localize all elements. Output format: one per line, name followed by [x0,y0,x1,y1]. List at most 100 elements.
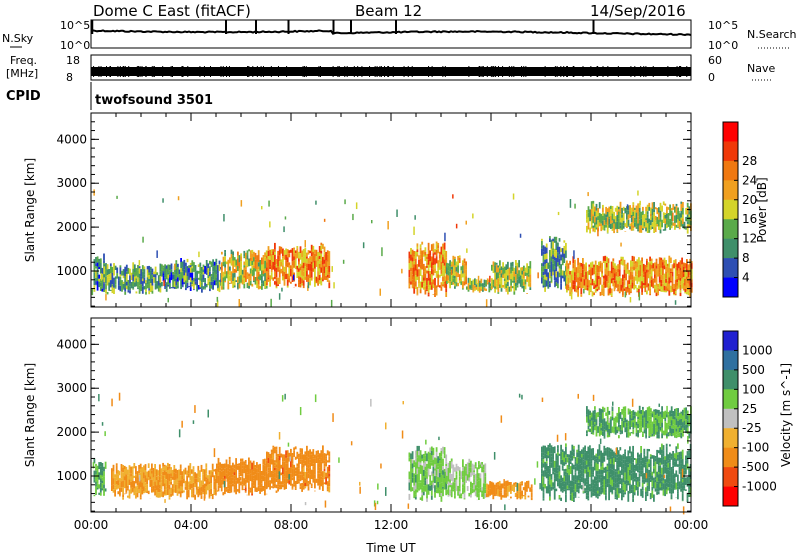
time-tick-label: 12:00 [374,518,409,532]
echo-region [446,255,467,290]
scatter-echo [637,190,639,196]
scatter-echo [355,202,358,210]
scatter-echo [278,293,281,300]
scatter-echo [162,198,164,203]
colorbar-tick-label: -25 [742,421,762,435]
colorbar-tick-label: 25 [742,402,757,416]
scatter-echo [608,417,610,423]
scatter-echo [618,413,620,422]
freq-trace [91,66,691,77]
echo-region [221,249,268,290]
scatter-echo [100,273,103,281]
scatter-echo [101,422,104,426]
scatter-echo [620,242,622,247]
velocity-echoes [92,392,692,515]
scatter-echo [315,200,317,205]
colorbar-segment [723,350,738,371]
scatter-echo [574,203,576,209]
scatter-echo [214,482,216,490]
scatter-echo [612,401,614,406]
scatter-echo [272,454,274,460]
scatter-echo [444,471,446,478]
scatter-echo [350,441,353,446]
scatter-echo [165,268,168,274]
colorbar-tick-label: 500 [742,363,765,377]
scatter-echo [466,248,468,253]
scatter-echo [518,393,521,398]
scatter-echo [226,475,228,482]
scatter-echo [289,456,291,462]
scatter-echo [638,292,641,301]
scatter-echo [164,499,166,503]
scatter-echo [174,263,176,271]
colorbar-segment [723,141,738,162]
scatter-echo [284,216,287,220]
colorbar-tick-label: -100 [742,441,769,455]
scatter-echo [239,477,242,481]
colorbar-segment [723,122,738,142]
scatter-echo [554,280,556,288]
echo-region [466,277,492,293]
scatter-echo [156,250,158,258]
nave-tick-top: 60 [708,54,722,67]
range-tick-label: 1000 [56,264,87,278]
echo-region [541,236,567,292]
scatter-echo [283,226,285,233]
scatter-echo [323,218,326,222]
scatter-echo [192,420,195,424]
echo-region [408,445,448,502]
scatter-echo [674,300,677,305]
colorbar-tick-label: 12 [742,232,757,246]
scatter-echo [203,496,206,501]
colorbar-tick-label: 28 [742,154,757,168]
scatter-echo [493,452,496,460]
power-echoes [91,189,693,308]
scatter-echo [371,220,373,224]
scatter-echo [556,434,559,442]
echo-region [446,458,487,501]
scatter-echo [401,430,404,439]
scatter-echo [512,193,515,200]
scatter-echo [98,394,100,402]
scatter-echo [373,500,376,507]
time-tick-label: 00:00 [674,518,709,532]
scatter-echo [142,236,144,243]
scatter-echo [213,448,216,458]
scatter-echo [240,200,243,207]
scatter-echo [472,213,474,219]
scatter-echo [370,398,372,407]
scatter-echo [666,405,668,415]
scatter-echo [333,282,335,289]
scatter-echo [573,250,575,259]
velocity-colorbar-label: Velocity [m s^-1] [779,363,793,467]
scatter-echo [413,267,415,277]
colorbar-segment [723,447,738,468]
cpid-label: CPID [6,89,41,104]
scatter-echo [270,298,272,308]
echo-region [541,443,692,503]
colorbar-segment [723,331,738,351]
power-axes: 1000 2000 3000 4000 [56,112,692,307]
scatter-echo [663,474,666,479]
scatter-echo [639,200,641,205]
velocity-axes: 1000 2000 3000 4000 00:00 04:00 08:00 12:00 16:0… [56,317,709,532]
scatter-echo [438,436,440,441]
colorbar-tick-label: 24 [742,173,757,187]
scatter-echo [374,502,377,511]
scatter-echo [682,506,685,515]
range-tick-label: 3000 [56,381,87,395]
cpid-value: twofsound 3501 [95,93,213,108]
colorbar-tick-label: -500 [742,460,769,474]
scatter-echo [559,481,561,489]
echo-region [586,405,692,439]
scatter-echo [396,209,398,217]
scatter-echo [402,401,404,405]
scatter-echo [624,291,627,298]
scatter-echo [689,267,691,273]
scatter-echo [332,413,334,422]
scatter-echo [455,223,458,229]
colorbar-tick-label: 20 [742,193,757,207]
nsky-label: N.Sky [2,32,34,45]
power-ylabel: Slant Range [km] [23,158,37,262]
